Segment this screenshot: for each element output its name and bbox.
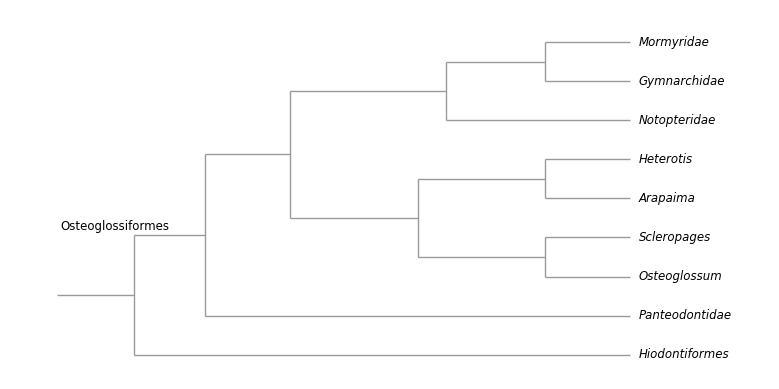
Text: Osteoglossiformes: Osteoglossiformes	[60, 220, 169, 233]
Text: Panteodontidae: Panteodontidae	[639, 309, 732, 322]
Text: Arapaima: Arapaima	[639, 192, 696, 205]
Text: Gymnarchidae: Gymnarchidae	[639, 75, 725, 88]
Text: Mormyridae: Mormyridae	[639, 36, 710, 49]
Text: Heterotis: Heterotis	[639, 153, 693, 166]
Text: Notopteridae: Notopteridae	[639, 114, 716, 127]
Text: Hiodontiformes: Hiodontiformes	[639, 348, 729, 361]
Text: Osteoglossum: Osteoglossum	[639, 270, 723, 283]
Text: Scleropages: Scleropages	[639, 231, 711, 244]
